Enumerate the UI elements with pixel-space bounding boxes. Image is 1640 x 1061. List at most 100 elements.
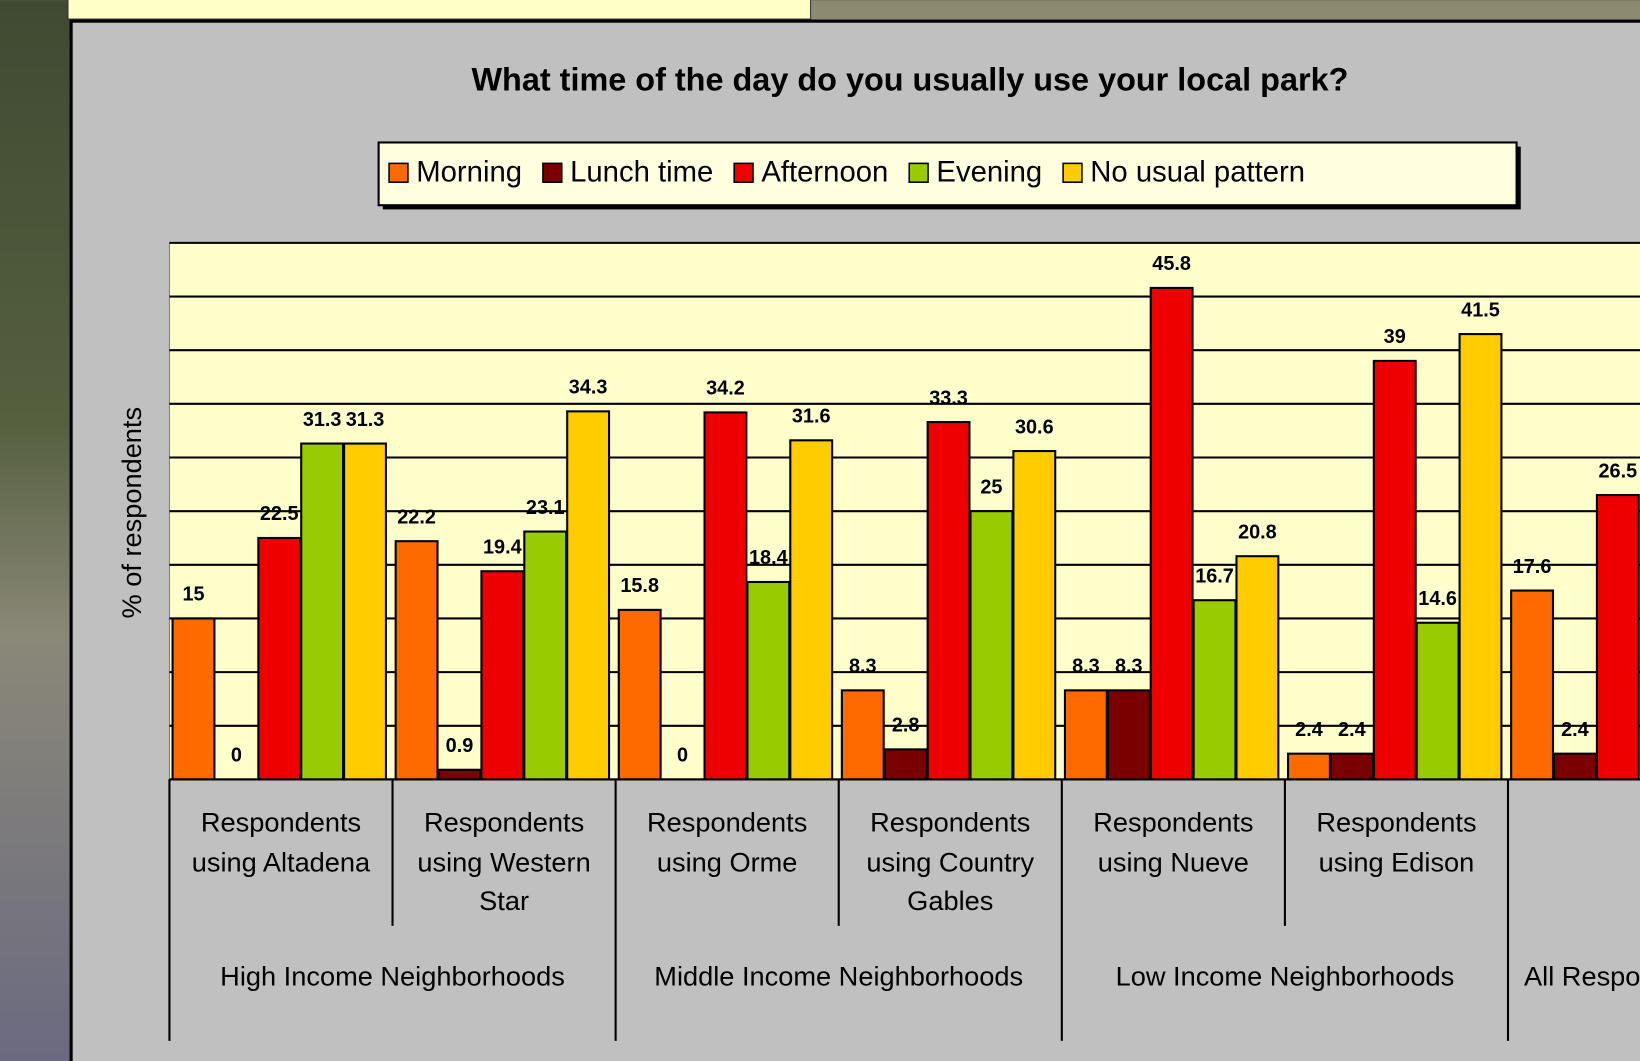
value-label: 15.8 — [620, 575, 659, 597]
bar — [840, 689, 885, 781]
bar — [1012, 450, 1057, 781]
bar — [394, 540, 439, 781]
legend-label: Afternoon — [761, 156, 888, 189]
legend-swatch — [388, 162, 409, 183]
value-label: 23.1 — [526, 497, 565, 519]
legend — [377, 141, 1518, 207]
bar — [1287, 752, 1331, 781]
x-tick-label-box: Respondents using Edison — [1316, 806, 1477, 878]
group-label-box: Low Income Neighborhoods — [1115, 960, 1455, 992]
bar — [1372, 359, 1417, 781]
value-label: 2.8 — [892, 715, 920, 737]
value-label: 33.3 — [929, 387, 968, 409]
bar — [969, 510, 1014, 781]
legend-swatch — [542, 162, 563, 183]
bar — [257, 536, 302, 781]
x-tick-label: Respondents using Orme — [647, 806, 808, 878]
group-label-box: Middle Income Neighborhoods — [654, 960, 1024, 992]
value-label: 30.6 — [1015, 416, 1054, 438]
x-tick-label: Respondents using Nueve — [1093, 806, 1254, 878]
photo-strip — [810, 0, 1640, 22]
value-label: 22.5 — [260, 503, 299, 525]
bar — [1149, 286, 1194, 781]
bar — [1235, 555, 1280, 781]
value-label: 8.3 — [1072, 656, 1100, 678]
bar — [1329, 752, 1374, 781]
x-tick-label: Respondents using Edison — [1316, 806, 1477, 878]
legend-swatch — [908, 162, 929, 183]
bar — [171, 617, 216, 781]
bar — [1106, 689, 1151, 781]
value-label: 17.6 — [1513, 556, 1552, 578]
group-label: All Respondents — [1524, 960, 1640, 992]
figure-caption-box — [67, 0, 812, 20]
chart-title: What time of the day do you usually use … — [471, 61, 1348, 97]
bar — [926, 421, 971, 781]
x-tick-label: Respondents using Country Gables — [866, 806, 1035, 917]
value-label: 14.6 — [1418, 588, 1457, 610]
value-label: 26.5 — [1598, 460, 1637, 482]
x-tick-label-box: Respondents using Altadena — [191, 806, 371, 878]
value-label: 2.4 — [1295, 719, 1323, 741]
value-label: 34.3 — [569, 377, 608, 399]
value-label: 20.8 — [1238, 521, 1277, 543]
y-axis-label: % of respondents — [116, 407, 147, 619]
legend-label: No usual pattern — [1090, 156, 1305, 189]
value-label: 2.4 — [1561, 719, 1589, 741]
group-label: Middle Income Neighborhoods — [654, 960, 1024, 992]
x-tick-label: Respondents using Western Star — [417, 806, 591, 917]
legend-label: Lunch time — [570, 156, 713, 189]
legend-label: Evening — [936, 156, 1042, 189]
value-label: 25 — [980, 476, 1002, 498]
bar — [883, 748, 928, 781]
group-label: High Income Neighborhoods — [220, 960, 565, 992]
bar — [703, 411, 748, 781]
bar — [523, 530, 568, 781]
x-tick-label-box: Respondents using Western Star — [417, 806, 591, 917]
bar — [1458, 333, 1503, 781]
bar — [300, 442, 345, 781]
value-label: 8.3 — [849, 656, 877, 678]
bar — [480, 570, 525, 781]
bar — [437, 768, 482, 781]
value-label: 18.4 — [749, 547, 788, 569]
value-label: 0 — [677, 745, 688, 767]
value-label: 0.9 — [446, 735, 474, 757]
x-tick-label-box: Respondents using Country Gables — [866, 806, 1035, 917]
value-label: 31.3 — [303, 409, 342, 431]
x-tick-label-box: Respondents using Orme — [647, 806, 808, 878]
bar — [1063, 689, 1108, 781]
value-label: 31.6 — [792, 406, 831, 428]
bar — [343, 442, 387, 781]
value-label: 45.8 — [1152, 253, 1191, 275]
value-label: 34.2 — [706, 378, 745, 400]
value-label: 15 — [182, 584, 204, 606]
group-label-box: High Income Neighborhoods — [220, 960, 565, 992]
value-label: 31.3 — [346, 409, 385, 431]
legend-swatch — [733, 162, 754, 183]
value-label: 8.3 — [1115, 656, 1143, 678]
bar — [746, 580, 791, 781]
x-tick-label: Respondents using Altadena — [191, 806, 371, 878]
bar — [1415, 621, 1460, 781]
bar — [1510, 589, 1555, 781]
group-label-box: All Respondents — [1524, 960, 1640, 992]
legend-swatch — [1062, 162, 1083, 183]
x-tick-label-box: Respondents using Nueve — [1093, 806, 1254, 878]
value-label: 16.7 — [1195, 565, 1234, 587]
value-label: 2.4 — [1338, 719, 1366, 741]
bar — [789, 439, 834, 781]
value-label: 41.5 — [1461, 299, 1500, 321]
group-label: Low Income Neighborhoods — [1115, 960, 1455, 992]
bar — [1595, 494, 1640, 781]
value-label: 0 — [231, 745, 242, 767]
value-label: 22.2 — [397, 506, 436, 528]
bar — [617, 608, 662, 781]
bar — [1552, 752, 1597, 781]
legend-label: Morning — [416, 156, 522, 189]
bar — [566, 410, 611, 781]
value-label: 39 — [1384, 326, 1406, 348]
value-label: 19.4 — [483, 536, 522, 558]
